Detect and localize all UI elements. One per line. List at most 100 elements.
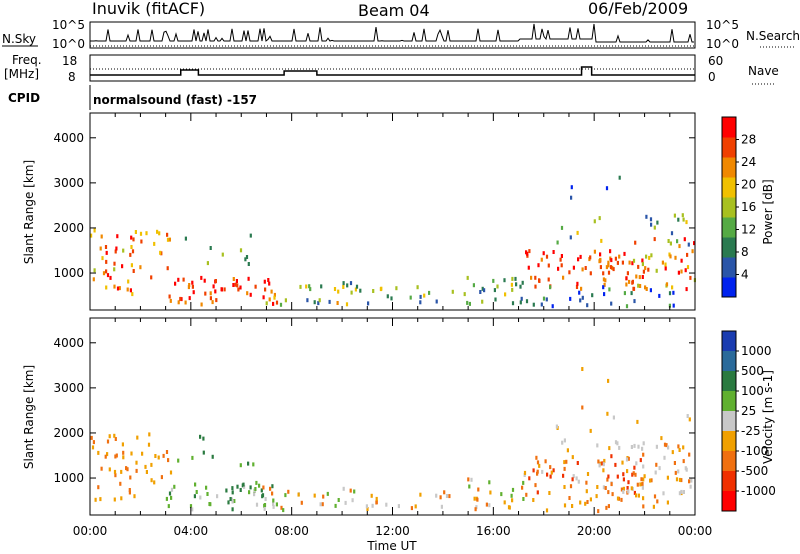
power-cell: [275, 300, 279, 305]
power-cell: [685, 287, 688, 292]
vel-cell: [165, 496, 168, 501]
power-cell: [556, 240, 559, 245]
power-cell: [109, 275, 112, 280]
vel-cell: [300, 500, 303, 505]
power-cell: [249, 292, 252, 297]
vel-cell: [655, 462, 658, 467]
power-cell: [494, 297, 497, 302]
power-cell: [534, 284, 537, 289]
power-cell: [337, 289, 340, 294]
vel-cell: [611, 492, 614, 497]
vel-cell: [313, 493, 316, 498]
power-cell: [156, 229, 159, 234]
vel-cell: [603, 458, 606, 463]
power-cell: [625, 304, 629, 309]
vel-cell: [297, 492, 300, 497]
vel-cell: [575, 476, 578, 481]
colorbar-segment: [722, 257, 736, 278]
vel-cell: [141, 451, 144, 456]
power-cell: [687, 242, 690, 247]
vel-cell: [641, 446, 644, 451]
vel-cell: [522, 480, 525, 485]
power-cell: [177, 277, 180, 282]
vel-cell: [263, 503, 267, 507]
vel-cell: [685, 467, 688, 472]
vel-cell: [284, 493, 287, 498]
vel-cell: [571, 504, 574, 508]
power-cell: [572, 265, 575, 270]
power-cell: [612, 267, 615, 272]
colorbar-segment: [722, 237, 736, 258]
power-cell: [650, 253, 653, 258]
power-cell: [472, 283, 475, 288]
power-cell: [246, 291, 249, 296]
power-cell: [576, 230, 579, 235]
power-cell: [599, 252, 602, 257]
power-cell: [676, 239, 679, 244]
vel-cell: [633, 490, 636, 495]
vel-cell: [248, 490, 251, 495]
vel-cell: [168, 491, 172, 496]
power-cell: [153, 241, 156, 246]
cpid-text: normalsound (fast) -157: [93, 93, 257, 107]
vel-cell: [114, 454, 117, 459]
vel-cell: [511, 498, 514, 503]
colorbar-segment: [722, 371, 736, 392]
vel-cell: [686, 414, 689, 418]
vel-cell: [606, 477, 609, 482]
vel-cell: [604, 486, 607, 490]
power-cell: [664, 266, 667, 271]
power-cell: [618, 175, 621, 180]
vel-cell: [585, 480, 588, 485]
vel-cell: [255, 502, 259, 507]
vel-cell: [199, 434, 202, 439]
power-cell: [416, 285, 419, 290]
power-cell: [104, 245, 108, 249]
vel-cell: [581, 405, 584, 410]
vel-cell: [397, 504, 400, 509]
vel-cell: [477, 487, 480, 492]
vel-cell: [637, 493, 640, 498]
vel-cell: [555, 424, 558, 429]
vel-cell: [589, 497, 592, 502]
colorbar-segment: [722, 351, 736, 372]
colorbar-tick-label: 12: [741, 223, 756, 237]
power-cell: [367, 301, 370, 306]
vel-cell: [589, 428, 592, 433]
power-cell: [139, 265, 142, 270]
power-cell: [674, 255, 677, 260]
power-cell: [102, 271, 106, 276]
power-cell: [419, 300, 422, 305]
vel-cell: [410, 506, 413, 511]
vel-cell: [252, 462, 255, 467]
power-cell: [129, 252, 132, 257]
power-cell: [649, 217, 653, 222]
vel-cell: [167, 504, 170, 509]
vel-cell: [121, 442, 124, 447]
vel-cell: [627, 480, 630, 485]
vel-cell: [602, 485, 605, 490]
vel-cell: [618, 445, 621, 450]
power-cell: [557, 266, 560, 271]
power-cell: [569, 296, 572, 301]
power-cell: [623, 251, 626, 256]
vel-cell: [467, 477, 470, 482]
vel-cell: [621, 460, 624, 465]
vel-cell: [688, 479, 691, 484]
power-cell: [542, 251, 545, 256]
power-cell: [589, 271, 592, 276]
power-cell: [320, 284, 323, 289]
power-cell: [639, 284, 642, 288]
cpid-panel: CPID normalsound (fast) -157: [8, 85, 257, 110]
power-cell: [602, 271, 605, 276]
vel-cell: [612, 415, 615, 420]
power-cell: [192, 290, 195, 295]
vel-cell: [528, 476, 531, 481]
vel-cell: [690, 478, 693, 483]
power-cell: [328, 299, 331, 304]
vel-cell: [173, 484, 176, 489]
vel-cell: [202, 450, 205, 455]
vel-cell: [130, 451, 133, 456]
power-cell: [593, 219, 596, 224]
colorbar-segment: [722, 471, 736, 492]
